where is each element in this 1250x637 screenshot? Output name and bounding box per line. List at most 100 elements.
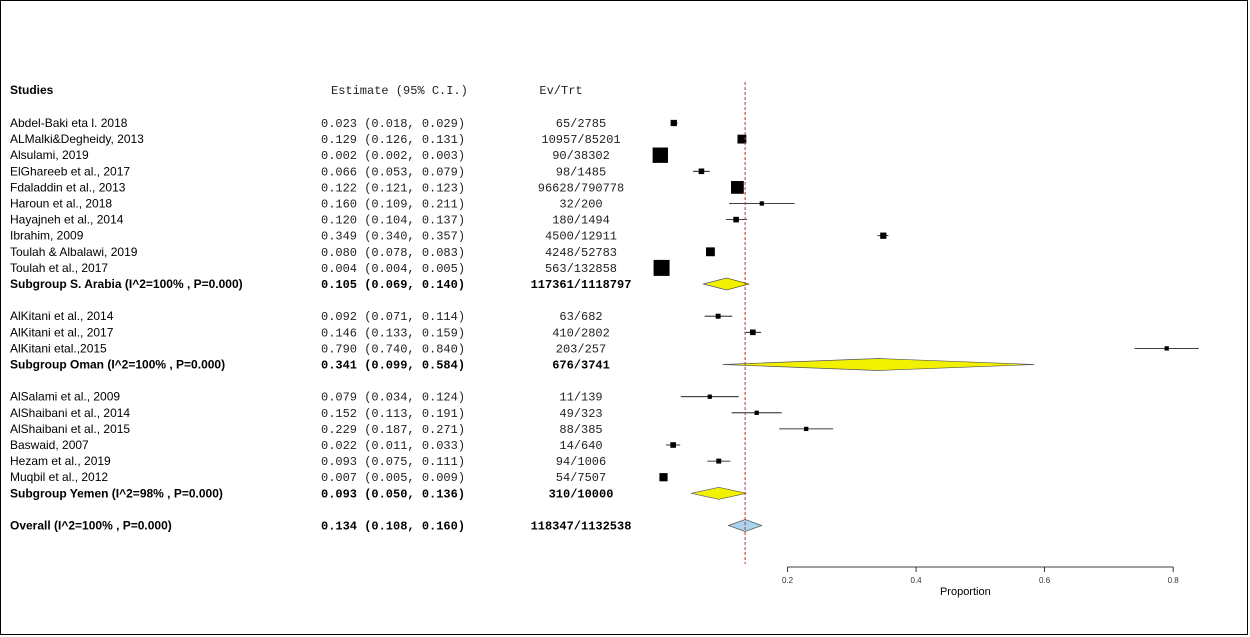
x-tick-label: 0.2 bbox=[782, 576, 794, 585]
study-ev-trt: 10957/85201 bbox=[541, 133, 620, 147]
study-marker bbox=[880, 232, 887, 239]
subgroup-diamond bbox=[722, 358, 1035, 371]
study-estimate-text: 0.229 (0.187, 0.271) bbox=[321, 423, 465, 437]
study-marker bbox=[804, 426, 809, 432]
study-ev-trt: 180/1494 bbox=[552, 214, 610, 228]
study-marker bbox=[716, 458, 722, 464]
study-label: AlSalami et al., 2009 bbox=[10, 390, 120, 404]
study-ev-trt: 65/2785 bbox=[556, 117, 606, 131]
study-ev-trt: 11/139 bbox=[559, 391, 602, 405]
study-marker bbox=[754, 410, 759, 415]
study-ev-trt: 14/640 bbox=[559, 439, 602, 453]
overall-label: Overall (I^2=100% , P=0.000) bbox=[10, 519, 172, 533]
study-estimate-text: 0.002 (0.002, 0.003) bbox=[321, 149, 465, 163]
x-axis: 0.2 0.4 0.6 0.8 bbox=[782, 566, 1180, 585]
study-marker bbox=[698, 168, 705, 175]
subgroup-diamond bbox=[691, 486, 747, 500]
study-label: Hezam et al., 2019 bbox=[10, 454, 111, 468]
study-estimate-text: 0.146 (0.133, 0.159) bbox=[321, 326, 465, 340]
study-marker bbox=[659, 473, 668, 482]
subgroup-label: Subgroup Yemen (I^2=98% , P=0.000) bbox=[10, 486, 223, 500]
study-estimate-text: 0.129 (0.126, 0.131) bbox=[321, 133, 465, 147]
header-studies: Studies bbox=[10, 83, 54, 97]
x-tick-label: 0.8 bbox=[1168, 576, 1180, 585]
study-estimate-text: 0.349 (0.340, 0.357) bbox=[321, 230, 465, 244]
study-estimate-text: 0.122 (0.121, 0.123) bbox=[321, 181, 465, 195]
study-label: AlKitani et al., 2017 bbox=[10, 325, 114, 339]
study-label: AlShaibani et al., 2014 bbox=[10, 406, 130, 420]
study-estimate-text: 0.022 (0.011, 0.033) bbox=[321, 439, 465, 453]
study-marker bbox=[731, 181, 744, 194]
study-estimate-text: 0.092 (0.071, 0.114) bbox=[321, 310, 465, 324]
study-estimate-text: 0.160 (0.109, 0.211) bbox=[321, 198, 465, 212]
study-ev-trt: 203/257 bbox=[556, 342, 606, 356]
study-label: Haroun et al., 2018 bbox=[10, 197, 112, 211]
subgroup-ev-trt: 310/10000 bbox=[549, 487, 614, 501]
study-label: ElGhareeb et al., 2017 bbox=[10, 164, 130, 178]
study-estimate-text: 0.066 (0.053, 0.079) bbox=[321, 165, 465, 179]
study-estimate-text: 0.093 (0.075, 0.111) bbox=[321, 455, 465, 469]
subgroup-diamond bbox=[701, 277, 751, 291]
study-label: AlShaibani et al., 2015 bbox=[10, 422, 130, 436]
study-marker bbox=[705, 247, 715, 257]
study-estimate-text: 0.120 (0.104, 0.137) bbox=[321, 214, 465, 228]
subgroup-estimate-text: 0.105 (0.069, 0.140) bbox=[321, 278, 465, 292]
study-marker bbox=[670, 119, 677, 127]
study-label: AlKitani et al., 2014 bbox=[10, 309, 114, 323]
overall-diamond bbox=[727, 519, 763, 532]
study-ev-trt: 4500/12911 bbox=[545, 230, 617, 244]
x-tick-label: 0.6 bbox=[1039, 576, 1051, 585]
study-estimate-text: 0.080 (0.078, 0.083) bbox=[321, 246, 465, 260]
study-label: Toulah & Albalawi, 2019 bbox=[10, 245, 138, 259]
study-label: ALMalki&Degheidy, 2013 bbox=[10, 132, 144, 146]
study-label: Fdaladdin et al., 2013 bbox=[10, 180, 126, 194]
study-label: Ibrahim, 2009 bbox=[10, 229, 84, 243]
overall-estimate-text: 0.134 (0.108, 0.160) bbox=[321, 520, 465, 534]
subgroup-label: Subgroup S. Arabia (I^2=100% , P=0.000) bbox=[10, 277, 243, 291]
study-marker bbox=[759, 201, 764, 206]
study-ev-trt: 54/7507 bbox=[556, 471, 606, 485]
study-ev-trt: 410/2802 bbox=[552, 326, 610, 340]
study-estimate-text: 0.023 (0.018, 0.029) bbox=[321, 117, 465, 131]
study-marker bbox=[707, 394, 712, 399]
study-marker bbox=[1164, 346, 1169, 351]
study-ev-trt: 94/1006 bbox=[556, 455, 606, 469]
study-label: Alsulami, 2019 bbox=[10, 148, 89, 162]
study-estimate-text: 0.790 (0.740, 0.840) bbox=[321, 342, 465, 356]
overall-ev-trt: 118347/1132538 bbox=[531, 520, 632, 534]
x-axis-label: Proportion bbox=[940, 586, 991, 598]
study-ev-trt: 90/38302 bbox=[552, 149, 610, 163]
study-marker bbox=[652, 147, 668, 163]
study-ev-trt: 563/132858 bbox=[545, 262, 617, 276]
study-label: Muqbil et al., 2012 bbox=[10, 470, 108, 484]
study-label: Abdel-Baki eta l. 2018 bbox=[10, 116, 128, 130]
study-ev-trt: 98/1485 bbox=[556, 165, 606, 179]
study-estimate-text: 0.152 (0.113, 0.191) bbox=[321, 407, 465, 421]
study-estimate-text: 0.079 (0.034, 0.124) bbox=[321, 391, 465, 405]
study-estimate-text: 0.004 (0.004, 0.005) bbox=[321, 262, 465, 276]
subgroup-label: Subgroup Oman (I^2=100% , P=0.000) bbox=[10, 358, 225, 372]
study-label: AlKitani etal.,2015 bbox=[10, 341, 107, 355]
study-estimate-text: 0.007 (0.005, 0.009) bbox=[321, 471, 465, 485]
subgroup-ev-trt: 117361/1118797 bbox=[531, 278, 632, 292]
rows-layer: Abdel-Baki eta l. 2018 0.023 (0.018, 0.02… bbox=[10, 82, 1199, 564]
study-ev-trt: 32/200 bbox=[559, 198, 602, 212]
study-label: Toulah et al., 2017 bbox=[10, 261, 108, 275]
header-ev-trt: Ev/Trt bbox=[539, 84, 582, 98]
study-ev-trt: 63/682 bbox=[559, 310, 602, 324]
study-ev-trt: 4248/52783 bbox=[545, 246, 617, 260]
x-tick-label: 0.4 bbox=[911, 576, 923, 585]
study-marker bbox=[733, 216, 739, 223]
study-ev-trt: 49/323 bbox=[559, 407, 602, 421]
study-ev-trt: 88/385 bbox=[559, 423, 602, 437]
study-label: Hayajneh et al., 2014 bbox=[10, 213, 124, 227]
study-marker bbox=[715, 313, 721, 319]
study-marker bbox=[750, 329, 756, 336]
study-label: Baswaid, 2007 bbox=[10, 438, 89, 452]
subgroup-estimate-text: 0.093 (0.050, 0.136) bbox=[321, 487, 465, 501]
subgroup-ev-trt: 676/3741 bbox=[552, 359, 610, 373]
study-marker bbox=[670, 442, 676, 448]
header-estimate: Estimate (95% C.I.) bbox=[331, 84, 468, 98]
